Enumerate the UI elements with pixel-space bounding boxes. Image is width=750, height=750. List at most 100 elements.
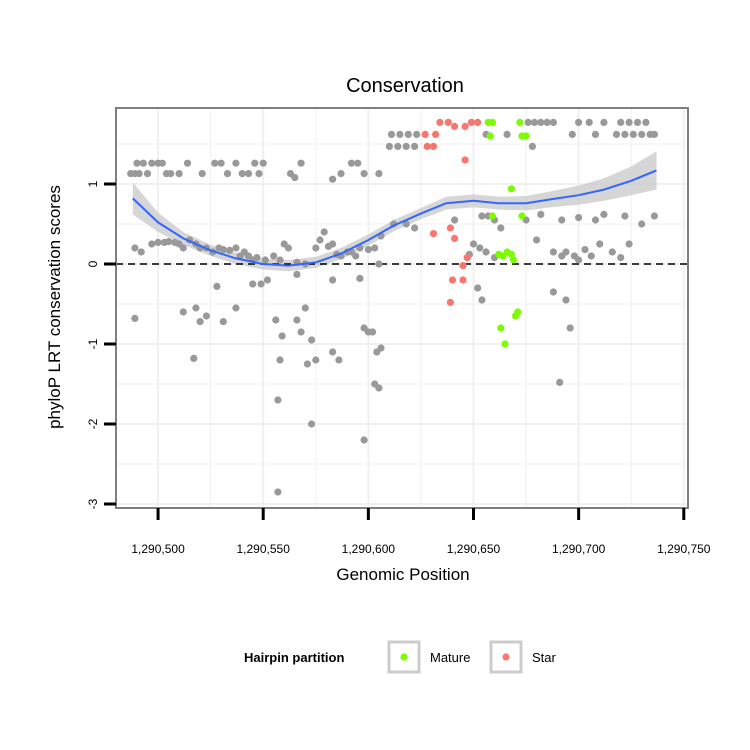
point-other (329, 240, 337, 248)
y-axis-title: phyloP LRT conservation scores (45, 185, 64, 429)
point-other (369, 328, 377, 336)
point-mature (511, 312, 520, 320)
point-mature (509, 256, 518, 264)
x-tick-label: 1,290,700 (552, 542, 606, 556)
point-other (354, 159, 362, 167)
point-other (352, 252, 360, 260)
point-other (549, 118, 558, 126)
legend-dot-mature (400, 653, 408, 661)
point-other (316, 236, 324, 244)
point-star (459, 276, 467, 284)
point-other (566, 324, 574, 332)
point-other (360, 436, 368, 444)
point-other (301, 304, 309, 312)
chart-title: Conservation (346, 75, 464, 97)
plot-panel (115, 107, 689, 509)
point-other (270, 252, 278, 260)
point-other (148, 240, 156, 248)
point-mature (488, 212, 496, 220)
point-other (402, 220, 410, 228)
point-other (255, 170, 263, 178)
point-other (575, 256, 583, 264)
point-other (131, 314, 139, 322)
point-other (537, 210, 545, 218)
point-star (429, 230, 438, 238)
point-other (371, 244, 379, 252)
legend-key-mature (387, 640, 421, 674)
point-other (139, 159, 147, 167)
point-star (432, 130, 440, 138)
point-other (360, 170, 368, 178)
point-other (219, 318, 227, 326)
point-other (537, 118, 545, 126)
point-other (642, 118, 650, 126)
point-other (587, 252, 595, 260)
point-other (396, 130, 404, 138)
point-other (524, 118, 532, 126)
point-other (272, 316, 280, 324)
point-other (253, 254, 261, 262)
point-star (461, 122, 469, 130)
point-mature (486, 132, 494, 140)
point-other (232, 304, 240, 312)
point-other (621, 212, 629, 220)
point-other (238, 170, 246, 178)
point-other (133, 159, 141, 167)
point-star (444, 118, 452, 126)
legend-label-star: Star (532, 650, 557, 665)
point-star (451, 234, 459, 242)
point-other (320, 228, 328, 236)
point-other (411, 142, 419, 150)
point-other (621, 130, 629, 138)
point-other (202, 312, 210, 320)
smooth-line (132, 169, 657, 267)
point-other (377, 344, 385, 352)
point-other (198, 170, 206, 178)
point-other (284, 244, 292, 252)
point-mature (507, 185, 515, 193)
legend-title: Hairpin partition (244, 650, 344, 665)
point-other (303, 360, 311, 368)
x-tick-label: 1,290,500 (131, 542, 185, 556)
legend-entry-star: Star (489, 640, 557, 674)
point-other (612, 130, 621, 138)
y-axis: -3 -2 -1 0 1 (86, 180, 116, 509)
point-other (154, 238, 162, 246)
point-other (308, 336, 316, 344)
point-other (223, 170, 232, 178)
point-other (411, 224, 419, 232)
point-other (347, 159, 356, 167)
point-other (596, 240, 604, 248)
point-star (436, 118, 444, 126)
y-tick-label: 1 (86, 180, 100, 187)
legend-label-mature: Mature (430, 650, 470, 665)
point-mature (488, 118, 496, 126)
point-other (633, 118, 642, 126)
point-other (617, 118, 625, 126)
point-other (503, 130, 511, 138)
x-axis: 1,290,500 1,290,550 1,290,600 1,290,650 1,29… (131, 508, 711, 556)
point-other (556, 378, 564, 386)
point-other (219, 246, 227, 254)
point-other (291, 174, 299, 182)
point-other (413, 130, 421, 138)
point-other (625, 240, 633, 248)
point-other (276, 356, 284, 364)
point-other (329, 276, 337, 284)
point-other (293, 316, 301, 324)
point-star (451, 122, 459, 130)
point-other (259, 159, 267, 167)
point-other (175, 170, 183, 178)
point-star (446, 298, 454, 306)
point-other (562, 296, 570, 304)
point-other (585, 118, 593, 126)
point-other (312, 356, 320, 364)
point-other (568, 130, 576, 138)
point-other (600, 210, 608, 218)
x-tick-label: 1,290,550 (237, 542, 291, 556)
point-other (533, 236, 541, 244)
point-other (335, 356, 343, 364)
y-tick-label: -2 (86, 418, 100, 429)
point-other (232, 159, 240, 167)
point-other (137, 248, 145, 256)
